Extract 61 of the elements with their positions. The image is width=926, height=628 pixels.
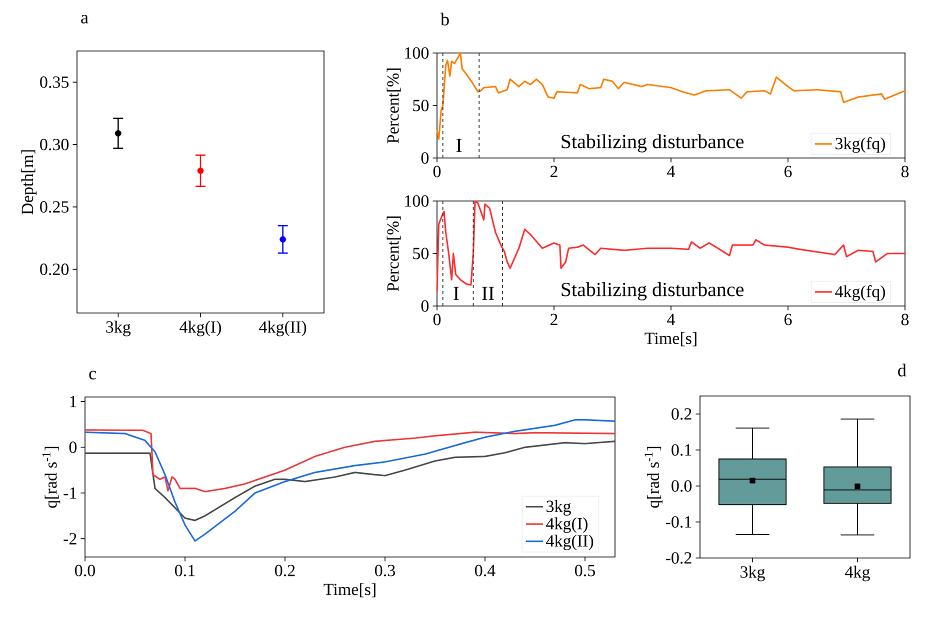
- x-tick-label: 2: [550, 314, 558, 326]
- annotation: Stabilizing disturbance: [562, 282, 744, 300]
- x-tick-label: 4kg(I): [180, 320, 221, 336]
- x-tick-label: 0: [433, 166, 441, 178]
- x-tick-label: 3kg: [740, 566, 765, 582]
- y-tick-label: 0: [421, 152, 429, 164]
- x-tick-label: 4kg(II): [259, 320, 306, 336]
- annotation: I: [456, 138, 462, 152]
- y-tick-label: -1: [64, 487, 76, 499]
- legend-label: 3kg: [546, 500, 571, 516]
- y-tick-label: 50: [413, 100, 429, 112]
- x-tick-label: 8: [901, 314, 909, 326]
- y-tick-label: 50: [413, 248, 429, 260]
- line-series: [84, 429, 616, 492]
- legend-label: 4kg(I): [546, 517, 588, 533]
- y-tick-label: 0.30: [40, 138, 69, 150]
- chart-title: a: [81, 14, 88, 24]
- x-tick-label: 8: [901, 166, 909, 178]
- x-tick-label: 2: [550, 166, 558, 178]
- legend-label: 4kg(II): [546, 534, 594, 550]
- y-tick-label: 0.20: [40, 264, 69, 276]
- y-tick-label: -2: [64, 533, 76, 544]
- x-tick-label: 0: [433, 314, 441, 326]
- y-axis-title: Percent[%]: [386, 68, 401, 144]
- y-axis-title: Percent[%]: [386, 216, 401, 292]
- y-axis-title: Depth[m]: [21, 150, 37, 215]
- y-tick-label: 100: [405, 47, 429, 59]
- y-tick-label: -0.1: [666, 516, 692, 528]
- x-tick-label: 0.1: [175, 564, 195, 576]
- x-axis-title: Time[s]: [324, 583, 376, 598]
- y-tick-label: -0.2: [666, 552, 692, 564]
- y-tick-label: 0: [421, 300, 429, 312]
- x-tick-label: 0.3: [375, 564, 395, 576]
- y-tick-label: 0.35: [40, 76, 69, 88]
- legend-label: 3kg(fq): [836, 137, 886, 153]
- annotation: I: [454, 286, 459, 300]
- x-tick-label: 0.5: [575, 564, 595, 576]
- x-tick-label: 0.4: [475, 564, 496, 576]
- y-tick-label: 0: [69, 442, 77, 454]
- y-axis-title: q[rad s$^{-1}$]: [644, 446, 662, 508]
- x-tick-label: 4: [667, 166, 675, 177]
- y-tick-label: 0.0: [672, 480, 692, 492]
- chart-title: b: [440, 12, 449, 26]
- annotation: Stabilizing disturbance: [562, 134, 744, 152]
- chart-title: c: [89, 370, 96, 380]
- chart-title: d: [898, 364, 906, 376]
- y-tick-label: 0.25: [40, 201, 69, 213]
- x-tick-label: 6: [784, 314, 792, 326]
- x-axis-title: Time[s]: [644, 332, 696, 346]
- annotation: II: [482, 286, 494, 300]
- x-tick-label: 3kg: [106, 320, 131, 336]
- y-tick-label: 1: [70, 396, 76, 408]
- y-tick-label: 100: [405, 195, 429, 207]
- x-tick-label: 0.2: [275, 564, 295, 576]
- legend-label: 4kg(fq): [835, 285, 886, 301]
- x-tick-label: 6: [784, 166, 792, 178]
- y-tick-label: 0.2: [672, 408, 692, 420]
- y-axis-title: q[rad s$^{-1}$]: [42, 446, 60, 508]
- x-tick-label: 4kg: [845, 566, 870, 582]
- y-tick-label: 0.1: [672, 444, 692, 456]
- x-tick-label: 4: [667, 314, 675, 325]
